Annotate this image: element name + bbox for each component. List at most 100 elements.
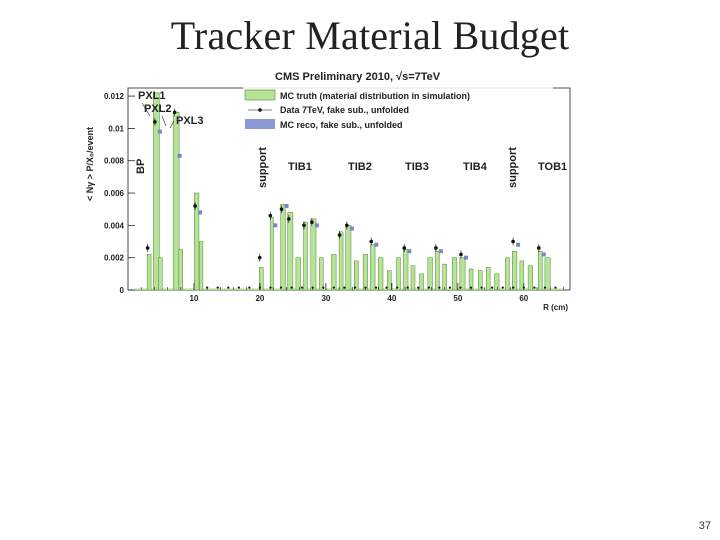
mc-bar-19 [362,254,369,291]
annotation-pxl1: PXL1 [138,90,166,102]
mc-bar-36 [505,257,510,291]
mc-bar-24 [403,249,409,291]
data-point-13 [402,246,407,250]
pxl1-arrow [141,102,151,117]
mc-bar-29 [442,263,447,291]
mc-bar-1 [153,92,160,291]
y-tick-label-4: 0.008 [104,157,125,166]
x-tick-label-5: 60 [519,294,528,303]
legend-label-data: Data 7TeV, fake sub., unfolded [280,105,409,115]
page-number: 37 [698,520,711,532]
mc-truth-histogram [134,92,564,291]
data-point-17 [537,246,541,250]
data-point-2 [172,110,177,115]
data-baseline-point [322,286,325,289]
data-baseline-point [533,286,536,289]
data-baseline-point [269,286,272,289]
data-point-14 [434,246,438,250]
reco-point-3 [273,223,278,228]
mc-bar-13 [310,218,317,291]
reco-point-9 [438,249,443,254]
mc-bar-27 [427,257,433,291]
reco-point-8 [407,249,412,254]
reco-point-1 [177,153,182,158]
mc-bar-10 [287,212,294,291]
data-baseline-point [374,286,378,289]
legend-swatch-mc-reco [245,119,275,129]
material-budget-chart: CMS Preliminary 2010, √s=7TeV < Nγ > P/X… [85,71,571,312]
mc-bar-11 [295,257,301,291]
mc-bar-3 [172,111,180,291]
reco-point-5 [314,223,319,228]
mc-bar-6 [199,241,204,291]
pxl3-arrow [169,120,175,129]
x-tick-label-0: 10 [190,294,199,303]
annotation-pxl2: PXL2 [144,103,172,115]
x-axis-label: R (cm) [543,303,568,312]
mc-bar-4 [178,249,184,291]
data-point-1 [153,120,157,124]
y-tick-label-6: 0.012 [104,92,125,101]
data-baseline-point [459,286,462,289]
annotation-tib3: TIB3 [405,161,429,173]
data-point-7 [286,217,291,221]
y-axis-label: < Nγ > P/X₀/event [85,127,95,201]
data-baseline-point [438,286,441,289]
mc-reco-points [157,129,546,260]
data-baseline-point [543,286,547,289]
y-tick-label-0: 0 [120,286,125,295]
data-baseline-point [406,286,409,289]
data-baseline-point [290,286,293,289]
reco-point-4 [284,203,289,208]
data-baseline-point [427,286,430,289]
data-point-11 [345,223,349,228]
data-point-12 [369,239,374,244]
mc-bar-34 [485,267,491,291]
annotation-support: support [507,147,519,188]
axes: 0 0.002 0.004 0.006 0.008 0.01 0.012 10 20 30 40 50… [104,92,564,303]
data-point-8 [302,223,306,228]
data-baseline-point [248,286,251,289]
data-point-6 [279,207,284,211]
mc-bar-30 [451,257,458,291]
annotation-tob1: TOB1 [538,161,567,173]
reco-point-7 [374,242,379,247]
mc-bar-25 [410,265,416,291]
pxl2-arrow [161,115,167,127]
data-baseline-point [554,286,557,289]
x-tick-label-1: 20 [255,294,264,303]
mc-bar-20 [370,244,376,291]
mc-bar-8 [269,217,274,291]
data-point-5 [268,213,273,218]
x-tick-label-3: 40 [387,294,396,303]
mc-bar-23 [396,257,401,291]
data-baseline-point [396,286,399,289]
data-baseline-point [448,286,452,289]
mc-bar-17 [345,225,352,291]
data-point-0 [145,246,150,250]
legend-box [243,86,553,136]
data-baseline-point [237,286,240,289]
mc-bar-18 [354,260,359,291]
data-point-4 [257,255,262,260]
reco-point-6 [349,226,354,231]
chart-title: CMS Preliminary 2010, √s=7TeV [275,71,441,83]
mc-bar-7 [259,267,264,291]
data-baseline-point [353,286,357,289]
data-point-3 [193,204,197,208]
annotation-tib4: TIB4 [463,161,488,173]
data-baseline-point [279,286,283,289]
reco-point-0 [157,129,162,134]
mc-bar-28 [435,250,440,291]
data-point-10 [337,233,342,237]
x-tick-label-4: 50 [453,294,462,303]
mc-bar-21 [378,257,384,291]
mc-bar-2 [158,257,163,291]
reco-point-11 [516,242,521,247]
data-points [145,108,557,289]
mc-bar-33 [478,270,483,291]
mc-bar-26 [419,273,424,291]
annotation-tib2: TIB2 [348,161,372,173]
data-baseline-point [343,286,346,289]
